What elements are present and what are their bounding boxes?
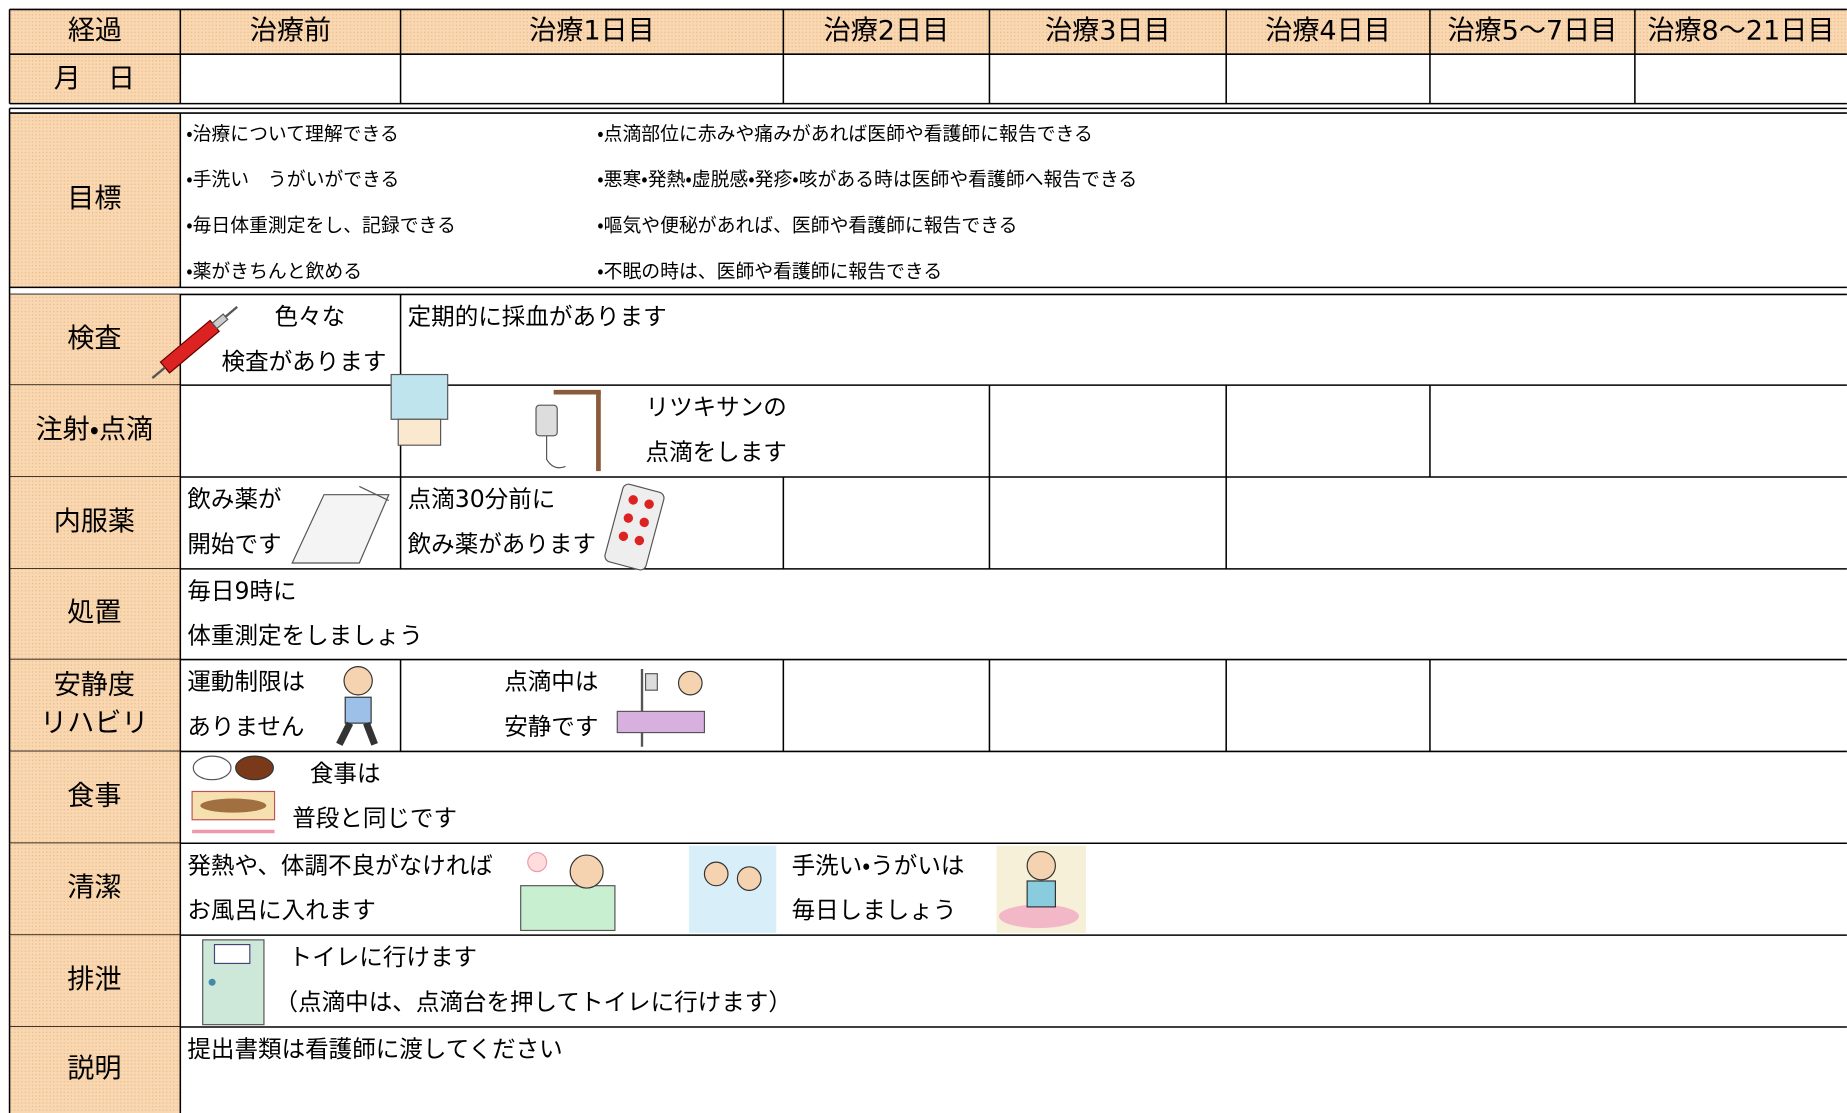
- column-header: 治療3日目: [1045, 15, 1171, 46]
- label-background: [9, 568, 181, 660]
- column-header: 治療1日目: [529, 15, 655, 46]
- header-background: [9, 9, 1847, 55]
- goal-item: ・嘔気や便秘があれば、医師や看護師に報告できる: [597, 215, 1017, 237]
- cell-text: リツキサンの: [646, 393, 787, 421]
- column-header: 経過: [68, 15, 122, 46]
- column-header: 治療前: [250, 15, 331, 46]
- column-header: 治療5～7日目: [1447, 15, 1617, 46]
- column-header: 治療2日目: [824, 15, 950, 46]
- iv-drip-icon: [535, 389, 601, 472]
- cell-text: 運動制限は: [187, 668, 305, 696]
- cell-text: 毎日9時に: [187, 577, 296, 605]
- row-label: 注射・点滴: [36, 415, 154, 446]
- row-label: 食事: [67, 781, 121, 812]
- cell-text: 点滴30分前に: [408, 485, 556, 513]
- cell-text: 提出書類は看護師に渡してください: [187, 1035, 562, 1063]
- cell-text: 色々な: [275, 303, 346, 331]
- cell-text: 発熱や、体調不良がなければ: [187, 851, 492, 879]
- cell-text: 安静です: [504, 712, 598, 740]
- cell-text: 検査があります: [222, 347, 387, 375]
- cell-text: 開始です: [187, 530, 281, 558]
- cell-text: 手洗い・うがいは: [792, 851, 965, 879]
- row-label: リハビリ: [40, 708, 148, 739]
- toilet-door-icon: [202, 939, 265, 1026]
- bath-icon: [520, 852, 616, 932]
- goal-item: ・悪寒・発熱・虚脱感・発疹・咳がある時は医師や看護師へ報告できる: [597, 169, 1137, 191]
- cell-text: 点滴中は: [504, 668, 598, 696]
- cell-text: 普段と同じです: [292, 804, 457, 832]
- label-background: [9, 1027, 181, 1113]
- label-background: [9, 751, 181, 844]
- cell-text: お風呂に入れます: [187, 896, 375, 924]
- row-label: 清潔: [67, 873, 121, 904]
- label-background: [9, 54, 181, 104]
- xray-icon: [390, 373, 449, 446]
- goal-item: ・毎日体重測定をし、記録できる: [186, 215, 456, 237]
- cell-text: 定期的に採血があります: [408, 303, 667, 331]
- medicine-packet-icon: [291, 485, 390, 564]
- cell-text: 食事は: [310, 759, 381, 787]
- cell-text: （点滴中は、点滴台を押してトイレに行けます）: [275, 988, 792, 1016]
- meal-icon: [191, 755, 276, 834]
- illustrations: [151, 305, 1087, 1026]
- label-background: [9, 385, 181, 477]
- label-background: [9, 477, 181, 569]
- row-label: 検査: [67, 323, 121, 354]
- row-label: 説明: [67, 1054, 121, 1085]
- goal-item: ・薬がきちんと飲める: [186, 261, 362, 283]
- pill-sheet-icon: [604, 483, 665, 571]
- date-label: 月 日: [54, 64, 135, 95]
- column-header: 治療8～21日目: [1647, 15, 1834, 46]
- row-label: 内服薬: [54, 506, 135, 537]
- goal-item: ・治療について理解できる: [186, 123, 399, 145]
- syringe-icon: [151, 305, 238, 379]
- cell-text: 点滴をします: [646, 438, 787, 466]
- label-background: [9, 294, 181, 386]
- column-header: 治療4日目: [1265, 15, 1391, 46]
- cell-text: トイレに行けます: [289, 943, 477, 971]
- gargle-icon: [689, 845, 777, 933]
- cell-text: 飲み薬が: [187, 485, 281, 513]
- cell-text: 毎日しましょう: [792, 896, 957, 924]
- row-label: 排泄: [67, 965, 121, 996]
- goal-item: ・手洗い うがいができる: [186, 169, 399, 191]
- label-background: [9, 113, 181, 288]
- row-label: 目標: [67, 184, 121, 215]
- cell-text: 体重測定をしましょう: [187, 622, 422, 650]
- label-background: [9, 843, 181, 936]
- handwash-icon: [996, 845, 1087, 933]
- walking-person-icon: [336, 666, 378, 746]
- cell-text: ありません: [187, 712, 304, 740]
- cell-text: 飲み薬があります: [408, 530, 596, 558]
- goal-item: ・不眠の時は、医師や看護師に報告できる: [597, 261, 942, 283]
- label-background: [9, 659, 181, 752]
- bed-icon: [616, 668, 706, 747]
- row-label: 処置: [67, 598, 121, 629]
- goal-item: ・点滴部位に赤みや痛みがあれば医師や看護師に報告できる: [597, 123, 1093, 145]
- row-label: 安静度: [54, 670, 135, 701]
- label-background: [9, 935, 181, 1028]
